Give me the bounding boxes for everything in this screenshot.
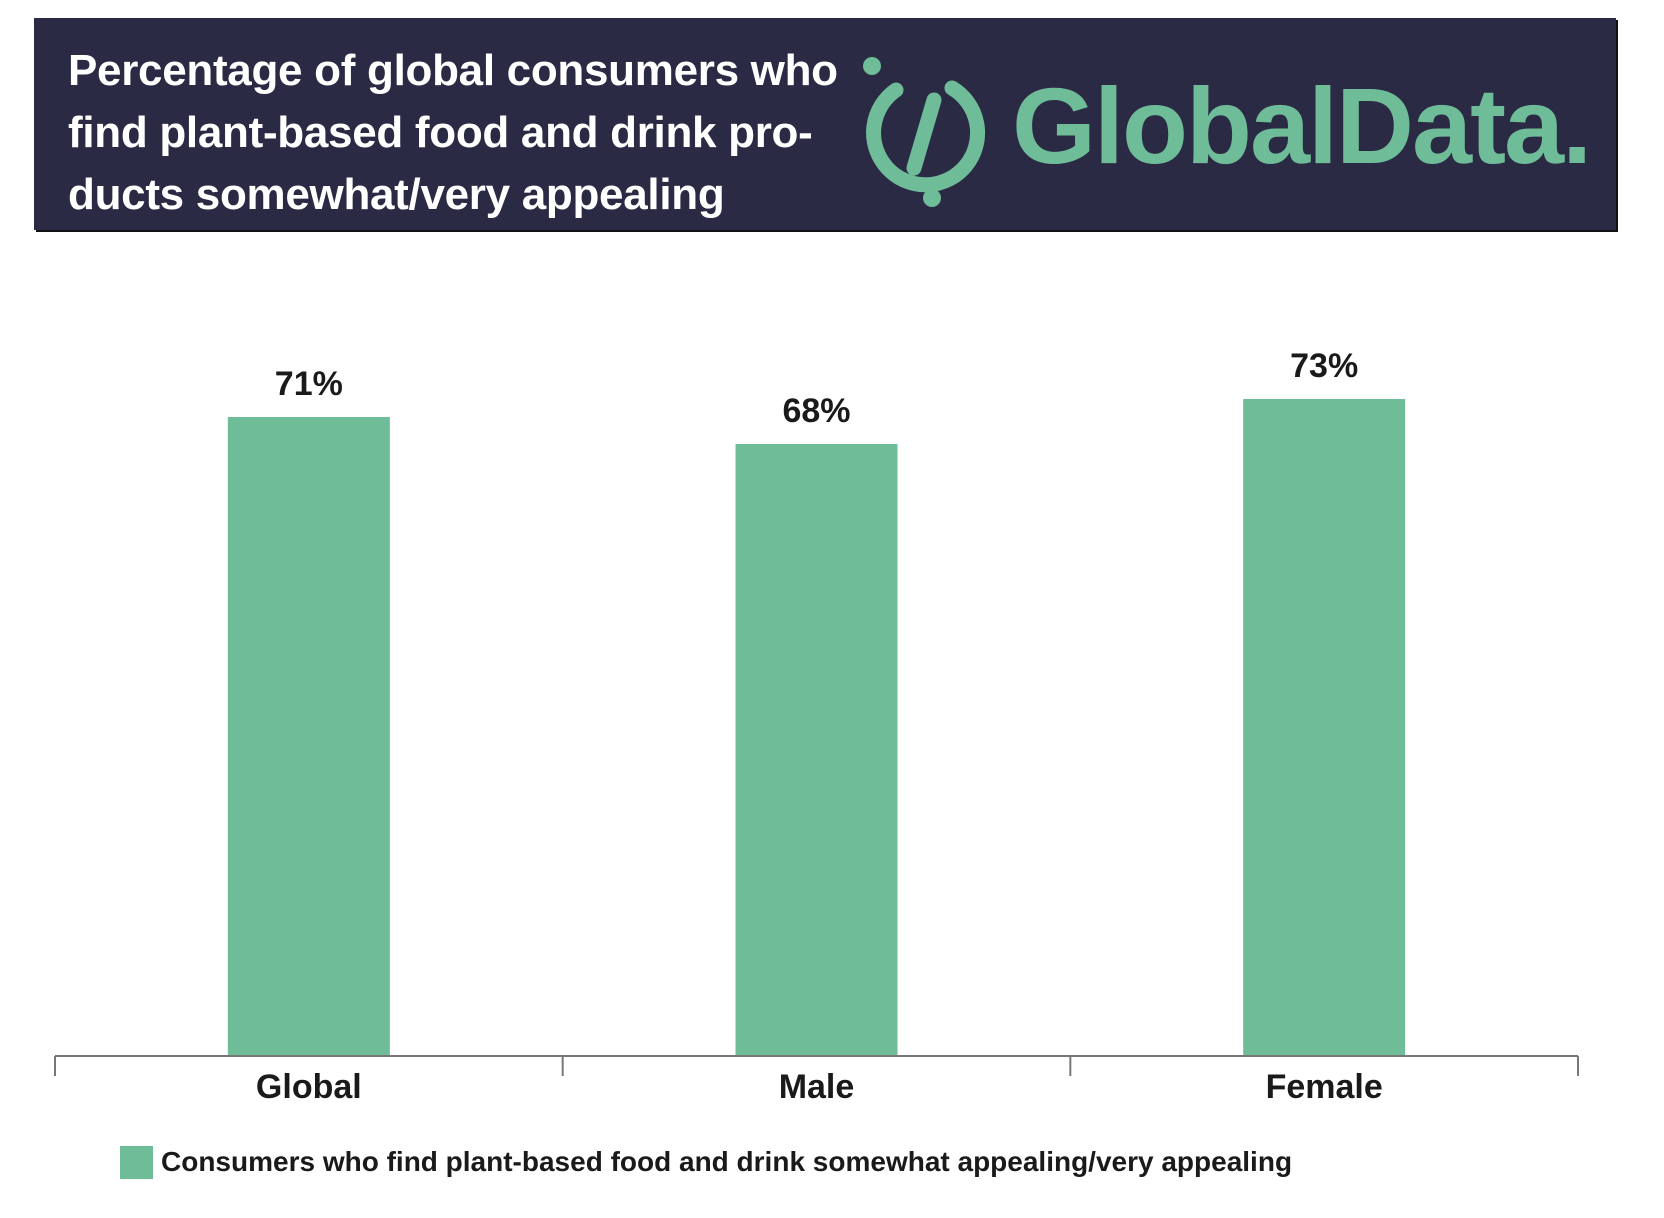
chart-title: Percentage of global consumers who find …: [68, 46, 838, 219]
data-label-male: 68%: [782, 392, 850, 430]
chart-header: Percentage of global consumers who find …: [34, 18, 1616, 230]
x-tick-label-global: Global: [256, 1068, 362, 1106]
legend-swatch: [120, 1145, 153, 1179]
bar-female: [1243, 399, 1406, 1056]
globaldata-logo: GlobalData.: [852, 50, 1612, 210]
x-tick-label-female: Female: [1266, 1068, 1383, 1106]
bar-global: [227, 417, 390, 1056]
x-tick-label-male: Male: [779, 1068, 855, 1106]
data-label-female: 73%: [1290, 347, 1358, 385]
bar-male: [735, 444, 898, 1056]
legend-label: Consumers who find plant-based food and …: [161, 1146, 1293, 1177]
data-label-global: 71%: [275, 365, 343, 403]
globaldata-logo-icon: [863, 57, 986, 207]
legend: Consumers who find plant-based food and …: [120, 1145, 1292, 1179]
globaldata-wordmark: GlobalData.: [1012, 65, 1592, 186]
